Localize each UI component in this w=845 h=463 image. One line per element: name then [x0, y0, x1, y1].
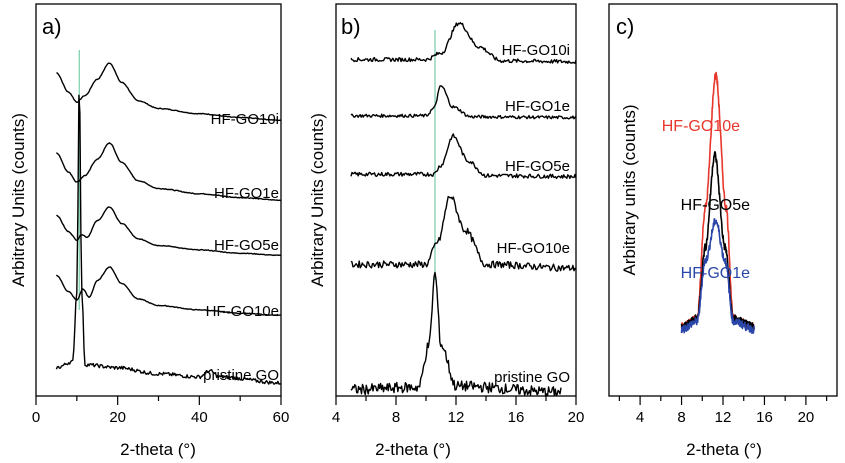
- c-series-label-hf-go5e: HF-GO5e: [681, 197, 750, 214]
- a-series-line-hf-go10e: [55, 266, 281, 317]
- c-series-line-hf-go1e: [680, 218, 755, 335]
- b-series-line-hf-go10i: [350, 22, 577, 64]
- b-series-label-hf-go10e: HF-GO10e: [497, 240, 570, 257]
- b-series-line-pristine-go: [350, 271, 562, 398]
- panel-a-y-axis-label: Arbitrary Units (counts): [9, 113, 28, 287]
- b-x-tick-label: 8: [392, 409, 400, 426]
- a-series-line-hf-go10i: [56, 62, 282, 122]
- a-series-label-hf-go10i: HF-GO10i: [211, 111, 279, 128]
- panel-a-ticks: 0 20 40 60: [32, 396, 290, 426]
- b-series-label-hf-go1e: HF-GO1e: [505, 98, 570, 115]
- b-series-label-pristine-go: pristine GO: [494, 369, 570, 386]
- panel-c-letter: c): [616, 14, 634, 39]
- b-x-tick-label: 20: [568, 409, 585, 426]
- panel-b-y-axis-label: Arbitrary Units (counts): [308, 113, 327, 287]
- panel-a: a) HF-GO10i HF-GO1e HF-GO5e HF-GO10e pristin…: [9, 3, 290, 459]
- panel-c-x-axis-label: 2-theta (°): [686, 440, 762, 459]
- c-x-tick-label: 20: [798, 409, 815, 426]
- c-x-tick-label: 8: [677, 409, 685, 426]
- panel-a-x-axis-label: 2-theta (°): [120, 440, 196, 459]
- c-x-tick-label: 12: [715, 409, 732, 426]
- b-x-tick-label: 4: [332, 409, 340, 426]
- b-series-line-hf-go5e: [350, 133, 577, 180]
- b-series-line-hf-go10e: [350, 195, 577, 272]
- panel-b-frame: [335, 3, 577, 397]
- c-series-line-hf-go5e: [680, 151, 755, 332]
- panel-a-letter: a): [42, 14, 62, 39]
- a-series-line-hf-go1e: [55, 142, 282, 202]
- a-series-label-pristine-go: pristine GO: [203, 367, 279, 384]
- a-x-tick-label: 20: [109, 409, 126, 426]
- panel-b-x-axis-label: 2-theta (°): [375, 440, 451, 459]
- panel-c-series-group: HF-GO10e HF-GO5e HF-GO1e: [662, 71, 755, 335]
- a-series-label-hf-go5e: HF-GO5e: [214, 237, 279, 254]
- b-series-label-hf-go5e: HF-GO5e: [505, 158, 570, 175]
- panel-b-ticks: 4 8 12 16 20: [332, 396, 585, 426]
- b-series-label-hf-go10i: HF-GO10i: [502, 42, 570, 59]
- panel-c-ticks: 4 8 12 16 20: [618, 396, 828, 426]
- c-x-tick-label: 4: [636, 409, 644, 426]
- a-series-line-hf-go5e: [56, 206, 282, 257]
- panel-c: c) HF-GO10e HF-GO5e HF-GO1e 4 8 12 16 20 2-the…: [608, 3, 838, 459]
- a-x-tick-label: 40: [191, 409, 208, 426]
- a-series-line-pristine-go: [55, 94, 282, 385]
- panel-b-series-group: HF-GO10i HF-GO1e HF-GO5e HF-GO10e pristine G…: [350, 22, 577, 398]
- panel-b: b) HF-GO10i HF-GO1e HF-GO5e HF-GO10e pristin…: [308, 3, 585, 459]
- b-series-line-hf-go1e: [350, 85, 577, 120]
- a-x-tick-label: 60: [273, 409, 290, 426]
- b-x-tick-label: 12: [448, 409, 465, 426]
- b-x-tick-label: 16: [508, 409, 525, 426]
- c-series-label-hf-go10e: HF-GO10e: [662, 118, 740, 135]
- c-series-label-hf-go1e: HF-GO1e: [681, 265, 750, 282]
- a-series-label-hf-go10e: HF-GO10e: [206, 303, 279, 320]
- panel-a-series-group: HF-GO10i HF-GO1e HF-GO5e HF-GO10e pristine G…: [55, 62, 282, 385]
- a-x-tick-label: 0: [32, 409, 40, 426]
- a-series-label-hf-go1e: HF-GO1e: [214, 185, 279, 202]
- panel-b-letter: b): [341, 14, 361, 39]
- panel-c-y-axis-label: Arbitrary units (counts): [620, 105, 639, 276]
- c-x-tick-label: 16: [756, 409, 773, 426]
